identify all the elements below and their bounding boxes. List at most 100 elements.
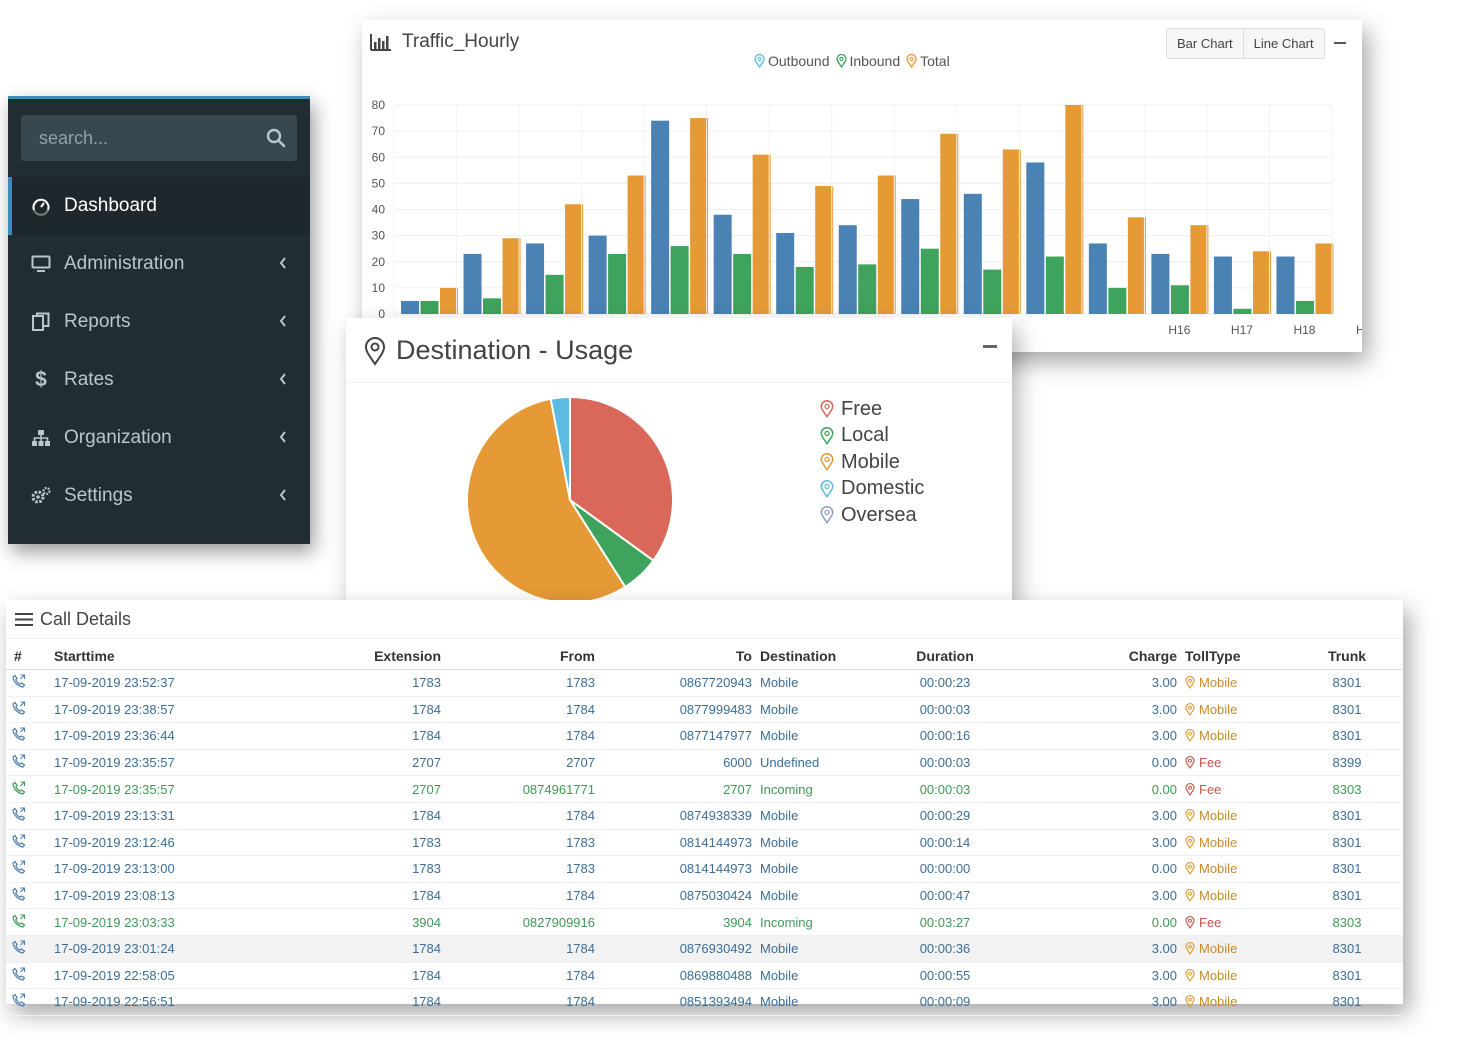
search-input[interactable] — [21, 115, 269, 161]
table-row[interactable]: 17-09-2019 23:03:33 3904 0827909916 3904 Inc… — [6, 908, 1403, 936]
column-header[interactable]: TollType — [1181, 643, 1291, 670]
bar-total[interactable] — [815, 185, 834, 314]
bar-total[interactable] — [565, 204, 584, 314]
bar-inbound[interactable] — [1233, 308, 1252, 314]
phone-icon[interactable] — [6, 962, 50, 990]
table-row[interactable]: 17-09-2019 23:35:57 2707 0874961771 2707 Inc… — [6, 775, 1403, 803]
column-header[interactable]: Duration — [864, 643, 1026, 670]
bar-total[interactable] — [1315, 243, 1334, 314]
bar-inbound[interactable] — [920, 248, 939, 314]
phone-icon[interactable] — [6, 855, 50, 883]
column-header[interactable]: Extension — [350, 643, 445, 670]
table-row[interactable]: 17-09-2019 23:36:44 1784 1784 0877147977 Mob… — [6, 722, 1403, 750]
pie-slice-mobile[interactable] — [466, 397, 627, 602]
table-row[interactable]: 17-09-2019 23:12:46 1783 1783 0814144973 Mob… — [6, 829, 1403, 857]
sidebar-item-rates[interactable]: $ Rates — [8, 351, 310, 409]
column-header[interactable]: # — [6, 643, 50, 670]
bar-total[interactable] — [1190, 225, 1209, 314]
bar-inbound[interactable] — [1045, 256, 1064, 314]
bar-total[interactable] — [940, 133, 959, 314]
table-row[interactable]: 17-09-2019 23:13:31 1784 1784 0874938339 Mob… — [6, 802, 1403, 830]
bar-chart-button[interactable]: Bar Chart — [1177, 36, 1233, 51]
bar-inbound[interactable] — [1170, 285, 1189, 314]
bar-outbound[interactable] — [901, 199, 920, 314]
bar-total[interactable] — [502, 238, 521, 314]
collapse-button[interactable] — [1334, 42, 1346, 44]
bar-outbound[interactable] — [1088, 243, 1107, 314]
bar-inbound[interactable] — [483, 298, 502, 314]
table-row[interactable]: 17-09-2019 23:35:57 2707 2707 6000 Undefined… — [6, 749, 1403, 777]
phone-icon[interactable] — [6, 669, 50, 697]
bar-inbound[interactable] — [545, 274, 564, 314]
legend-item-mobile[interactable]: Mobile — [820, 449, 924, 476]
sidebar-item-administration[interactable]: Administration — [8, 235, 310, 293]
table-row[interactable]: 17-09-2019 23:08:13 1784 1784 0875030424 Mob… — [6, 882, 1403, 910]
phone-icon[interactable] — [6, 696, 50, 724]
column-header[interactable]: From — [445, 643, 599, 670]
column-header[interactable]: Starttime — [50, 643, 350, 670]
column-header[interactable]: Charge — [1026, 643, 1181, 670]
sidebar-item-dashboard[interactable]: Dashboard — [8, 177, 310, 235]
phone-icon[interactable] — [6, 775, 50, 803]
legend-item-free[interactable]: Free — [820, 396, 924, 423]
bar-outbound[interactable] — [1026, 162, 1045, 314]
phone-icon[interactable] — [6, 988, 50, 1016]
bar-inbound[interactable] — [608, 253, 627, 314]
bar-inbound[interactable] — [670, 246, 689, 314]
bar-total[interactable] — [627, 175, 646, 314]
phone-icon[interactable] — [6, 935, 50, 963]
legend-item-local[interactable]: Local — [820, 423, 924, 450]
table-row[interactable]: 17-09-2019 23:13:00 1783 1783 0814144973 Mob… — [6, 855, 1403, 883]
legend-item-inbound[interactable]: Inbound — [835, 53, 900, 69]
bar-total[interactable] — [1127, 217, 1146, 314]
bar-total[interactable] — [752, 154, 771, 314]
bar-total[interactable] — [1002, 149, 1021, 314]
legend-item-oversea[interactable]: Oversea — [820, 502, 924, 529]
phone-icon[interactable] — [6, 722, 50, 750]
collapse-button[interactable] — [983, 345, 997, 348]
table-row[interactable]: 17-09-2019 23:52:37 1783 1783 0867720943 Mob… — [6, 669, 1403, 697]
bar-outbound[interactable] — [401, 300, 419, 314]
sidebar-item-reports[interactable]: Reports — [8, 293, 310, 351]
table-row[interactable]: 17-09-2019 23:38:57 1784 1784 0877999483 Mob… — [6, 696, 1403, 724]
bar-outbound[interactable] — [526, 243, 545, 314]
bar-total[interactable] — [690, 118, 709, 314]
legend-item-outbound[interactable]: Outbound — [754, 53, 830, 69]
phone-icon[interactable] — [6, 908, 50, 936]
bar-total[interactable] — [1065, 105, 1084, 314]
column-header[interactable]: To — [599, 643, 756, 670]
bar-outbound[interactable] — [651, 120, 670, 314]
table-row[interactable]: 17-09-2019 22:56:51 1784 1784 0851393494 Mob… — [6, 988, 1403, 1016]
bar-outbound[interactable] — [1213, 256, 1232, 314]
bar-outbound[interactable] — [963, 193, 982, 314]
column-header[interactable]: Trunk — [1291, 643, 1403, 670]
bar-inbound[interactable] — [983, 269, 1002, 314]
bar-outbound[interactable] — [588, 235, 607, 314]
bar-outbound[interactable] — [713, 214, 732, 314]
phone-icon[interactable] — [6, 882, 50, 910]
bar-total[interactable] — [440, 287, 458, 314]
bar-total[interactable] — [1252, 251, 1271, 314]
phone-icon[interactable] — [6, 829, 50, 857]
legend-item-domestic[interactable]: Domestic — [820, 476, 924, 503]
phone-icon[interactable] — [6, 802, 50, 830]
bar-inbound[interactable] — [1108, 287, 1127, 314]
bar-outbound[interactable] — [463, 253, 482, 314]
phone-icon[interactable] — [6, 749, 50, 777]
legend-item-total[interactable]: Total — [906, 53, 950, 69]
bar-outbound[interactable] — [838, 225, 857, 314]
pie-slice-domestic[interactable] — [549, 395, 571, 501]
bar-inbound[interactable] — [420, 300, 439, 314]
bar-total[interactable] — [877, 175, 896, 314]
table-row[interactable]: 17-09-2019 22:58:05 1784 1784 0869880488 Mob… — [6, 962, 1403, 990]
bar-outbound[interactable] — [1276, 256, 1295, 314]
bar-inbound[interactable] — [1295, 300, 1314, 314]
bar-outbound[interactable] — [776, 233, 795, 314]
column-header[interactable]: Destination — [756, 643, 864, 670]
bar-outbound[interactable] — [1151, 253, 1170, 314]
table-row[interactable]: 17-09-2019 23:01:24 1784 1784 0876930492 Mob… — [6, 935, 1403, 963]
sidebar-item-organization[interactable]: Organization — [8, 409, 310, 467]
bar-inbound[interactable] — [795, 266, 814, 314]
search-icon[interactable] — [265, 127, 287, 149]
sidebar-item-settings[interactable]: Settings — [8, 467, 310, 525]
